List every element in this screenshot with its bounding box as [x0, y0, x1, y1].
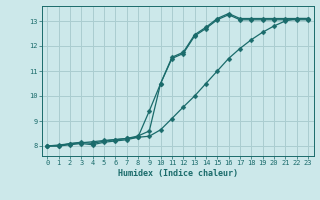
- X-axis label: Humidex (Indice chaleur): Humidex (Indice chaleur): [118, 169, 237, 178]
